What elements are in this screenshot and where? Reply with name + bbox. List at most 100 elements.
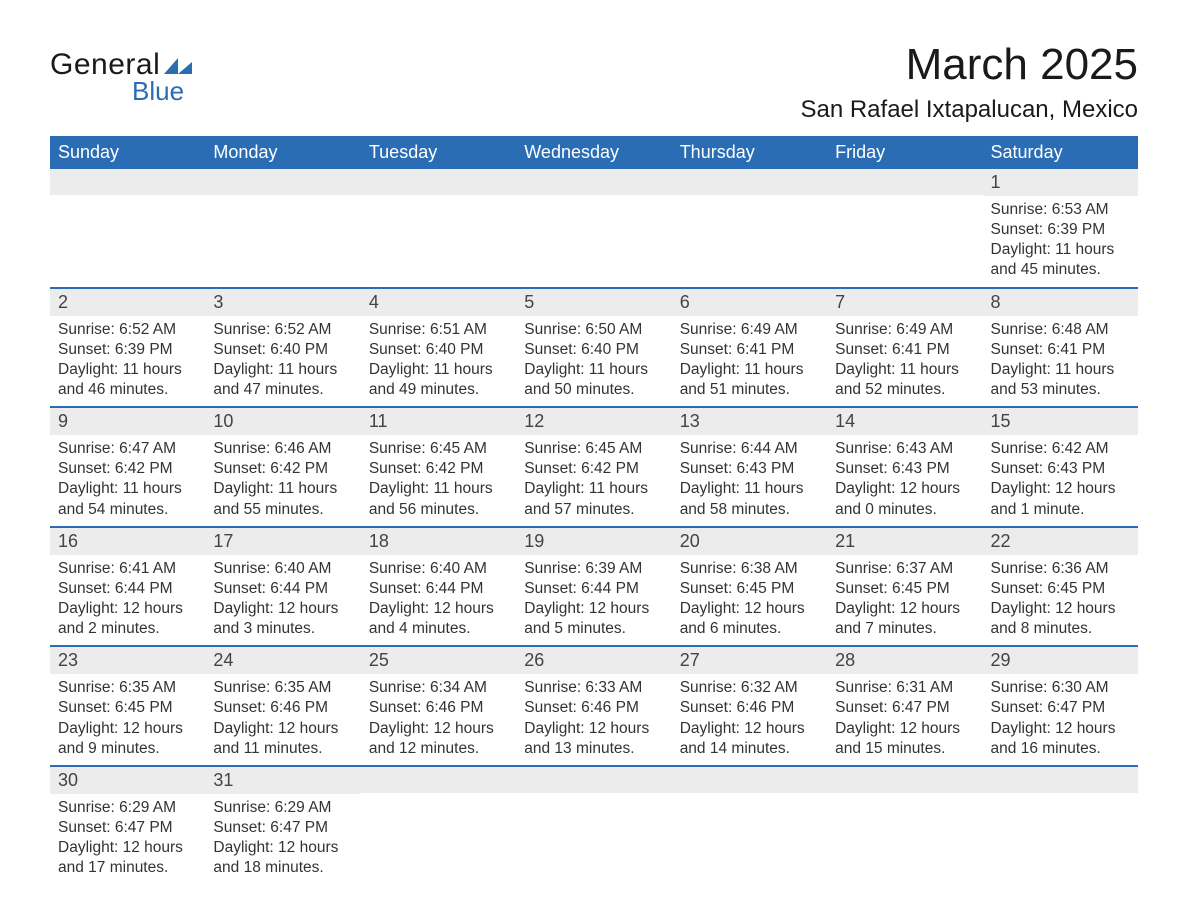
day-header: Tuesday bbox=[361, 136, 516, 169]
day-number-cell: 24 bbox=[205, 646, 360, 674]
day-content bbox=[672, 196, 827, 276]
empty-day-number bbox=[50, 169, 205, 195]
day-content-cell bbox=[516, 794, 671, 885]
week-number-row: 1 bbox=[50, 169, 1138, 196]
sunset-line: Sunset: 6:42 PM bbox=[524, 459, 663, 479]
title-block: March 2025 San Rafael Ixtapalucan, Mexic… bbox=[800, 40, 1138, 124]
sunrise-line: Sunrise: 6:46 AM bbox=[213, 439, 352, 459]
day-content-cell: Sunrise: 6:42 AMSunset: 6:43 PMDaylight:… bbox=[983, 435, 1138, 527]
week-number-row: 9101112131415 bbox=[50, 407, 1138, 435]
day-header: Sunday bbox=[50, 136, 205, 169]
sunrise-line: Sunrise: 6:42 AM bbox=[991, 439, 1130, 459]
daylight-line: Daylight: 12 hours and 0 minutes. bbox=[835, 479, 974, 519]
day-content-cell: Sunrise: 6:34 AMSunset: 6:46 PMDaylight:… bbox=[361, 674, 516, 766]
week-number-row: 2345678 bbox=[50, 288, 1138, 316]
day-number: 28 bbox=[827, 647, 982, 674]
day-number: 15 bbox=[983, 408, 1138, 435]
sunset-line: Sunset: 6:42 PM bbox=[58, 459, 197, 479]
day-number-cell: 21 bbox=[827, 527, 982, 555]
day-content: Sunrise: 6:45 AMSunset: 6:42 PMDaylight:… bbox=[516, 435, 671, 526]
sunrise-line: Sunrise: 6:29 AM bbox=[213, 798, 352, 818]
day-content: Sunrise: 6:37 AMSunset: 6:45 PMDaylight:… bbox=[827, 555, 982, 646]
sunrise-line: Sunrise: 6:40 AM bbox=[213, 559, 352, 579]
day-content: Sunrise: 6:34 AMSunset: 6:46 PMDaylight:… bbox=[361, 674, 516, 765]
day-number: 26 bbox=[516, 647, 671, 674]
day-number: 19 bbox=[516, 528, 671, 555]
sunset-line: Sunset: 6:44 PM bbox=[58, 579, 197, 599]
sunset-line: Sunset: 6:45 PM bbox=[835, 579, 974, 599]
day-number: 20 bbox=[672, 528, 827, 555]
daylight-line: Daylight: 11 hours and 54 minutes. bbox=[58, 479, 197, 519]
day-number-cell: 25 bbox=[361, 646, 516, 674]
day-number: 3 bbox=[205, 289, 360, 316]
day-content: Sunrise: 6:31 AMSunset: 6:47 PMDaylight:… bbox=[827, 674, 982, 765]
day-content-cell: Sunrise: 6:35 AMSunset: 6:46 PMDaylight:… bbox=[205, 674, 360, 766]
sunset-line: Sunset: 6:42 PM bbox=[213, 459, 352, 479]
sunset-line: Sunset: 6:46 PM bbox=[524, 698, 663, 718]
day-content-cell bbox=[983, 794, 1138, 885]
day-content: Sunrise: 6:42 AMSunset: 6:43 PMDaylight:… bbox=[983, 435, 1138, 526]
day-content-cell: Sunrise: 6:49 AMSunset: 6:41 PMDaylight:… bbox=[827, 316, 982, 408]
day-number-cell: 22 bbox=[983, 527, 1138, 555]
sunrise-line: Sunrise: 6:45 AM bbox=[524, 439, 663, 459]
day-number: 17 bbox=[205, 528, 360, 555]
sunrise-line: Sunrise: 6:49 AM bbox=[835, 320, 974, 340]
day-content-cell: Sunrise: 6:45 AMSunset: 6:42 PMDaylight:… bbox=[516, 435, 671, 527]
day-number-cell: 23 bbox=[50, 646, 205, 674]
week-number-row: 16171819202122 bbox=[50, 527, 1138, 555]
day-content: Sunrise: 6:45 AMSunset: 6:42 PMDaylight:… bbox=[361, 435, 516, 526]
day-number-cell bbox=[516, 766, 671, 794]
sunset-line: Sunset: 6:42 PM bbox=[369, 459, 508, 479]
day-number: 23 bbox=[50, 647, 205, 674]
sunrise-line: Sunrise: 6:32 AM bbox=[680, 678, 819, 698]
day-content: Sunrise: 6:49 AMSunset: 6:41 PMDaylight:… bbox=[672, 316, 827, 407]
sunset-line: Sunset: 6:41 PM bbox=[680, 340, 819, 360]
day-number-cell: 20 bbox=[672, 527, 827, 555]
day-content-cell bbox=[50, 196, 205, 288]
day-content: Sunrise: 6:52 AMSunset: 6:39 PMDaylight:… bbox=[50, 316, 205, 407]
day-content-cell bbox=[827, 794, 982, 885]
day-number: 14 bbox=[827, 408, 982, 435]
day-content: Sunrise: 6:29 AMSunset: 6:47 PMDaylight:… bbox=[205, 794, 360, 885]
day-number: 24 bbox=[205, 647, 360, 674]
day-content: Sunrise: 6:53 AMSunset: 6:39 PMDaylight:… bbox=[983, 196, 1138, 287]
sunrise-line: Sunrise: 6:53 AM bbox=[991, 200, 1130, 220]
day-number-cell bbox=[827, 766, 982, 794]
daylight-line: Daylight: 11 hours and 56 minutes. bbox=[369, 479, 508, 519]
daylight-line: Daylight: 11 hours and 57 minutes. bbox=[524, 479, 663, 519]
day-content bbox=[516, 794, 671, 874]
sunset-line: Sunset: 6:47 PM bbox=[213, 818, 352, 838]
week-content-row: Sunrise: 6:35 AMSunset: 6:45 PMDaylight:… bbox=[50, 674, 1138, 766]
sunrise-line: Sunrise: 6:36 AM bbox=[991, 559, 1130, 579]
day-number: 11 bbox=[361, 408, 516, 435]
day-content bbox=[827, 794, 982, 874]
daylight-line: Daylight: 12 hours and 3 minutes. bbox=[213, 599, 352, 639]
daylight-line: Daylight: 12 hours and 8 minutes. bbox=[991, 599, 1130, 639]
day-content-cell: Sunrise: 6:41 AMSunset: 6:44 PMDaylight:… bbox=[50, 555, 205, 647]
day-header: Thursday bbox=[672, 136, 827, 169]
day-number-cell bbox=[361, 169, 516, 196]
sunset-line: Sunset: 6:46 PM bbox=[213, 698, 352, 718]
day-header: Friday bbox=[827, 136, 982, 169]
day-number: 5 bbox=[516, 289, 671, 316]
sunset-line: Sunset: 6:40 PM bbox=[213, 340, 352, 360]
sunset-line: Sunset: 6:46 PM bbox=[369, 698, 508, 718]
sunset-line: Sunset: 6:47 PM bbox=[991, 698, 1130, 718]
day-content-cell: Sunrise: 6:47 AMSunset: 6:42 PMDaylight:… bbox=[50, 435, 205, 527]
day-content-cell: Sunrise: 6:32 AMSunset: 6:46 PMDaylight:… bbox=[672, 674, 827, 766]
day-number: 4 bbox=[361, 289, 516, 316]
daylight-line: Daylight: 11 hours and 49 minutes. bbox=[369, 360, 508, 400]
empty-day-number bbox=[361, 169, 516, 195]
sunrise-line: Sunrise: 6:50 AM bbox=[524, 320, 663, 340]
daylight-line: Daylight: 12 hours and 15 minutes. bbox=[835, 719, 974, 759]
day-content-cell: Sunrise: 6:52 AMSunset: 6:40 PMDaylight:… bbox=[205, 316, 360, 408]
day-number-cell bbox=[672, 169, 827, 196]
day-content-cell: Sunrise: 6:35 AMSunset: 6:45 PMDaylight:… bbox=[50, 674, 205, 766]
day-number-cell bbox=[672, 766, 827, 794]
week-number-row: 3031 bbox=[50, 766, 1138, 794]
sunset-line: Sunset: 6:39 PM bbox=[58, 340, 197, 360]
day-content: Sunrise: 6:30 AMSunset: 6:47 PMDaylight:… bbox=[983, 674, 1138, 765]
day-number: 13 bbox=[672, 408, 827, 435]
day-content bbox=[672, 794, 827, 874]
day-content: Sunrise: 6:39 AMSunset: 6:44 PMDaylight:… bbox=[516, 555, 671, 646]
